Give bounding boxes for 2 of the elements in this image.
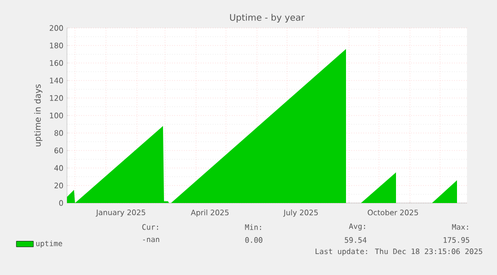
y-axis-title: uptime in days <box>34 84 42 146</box>
chart-title: Uptime - by year <box>230 14 305 22</box>
